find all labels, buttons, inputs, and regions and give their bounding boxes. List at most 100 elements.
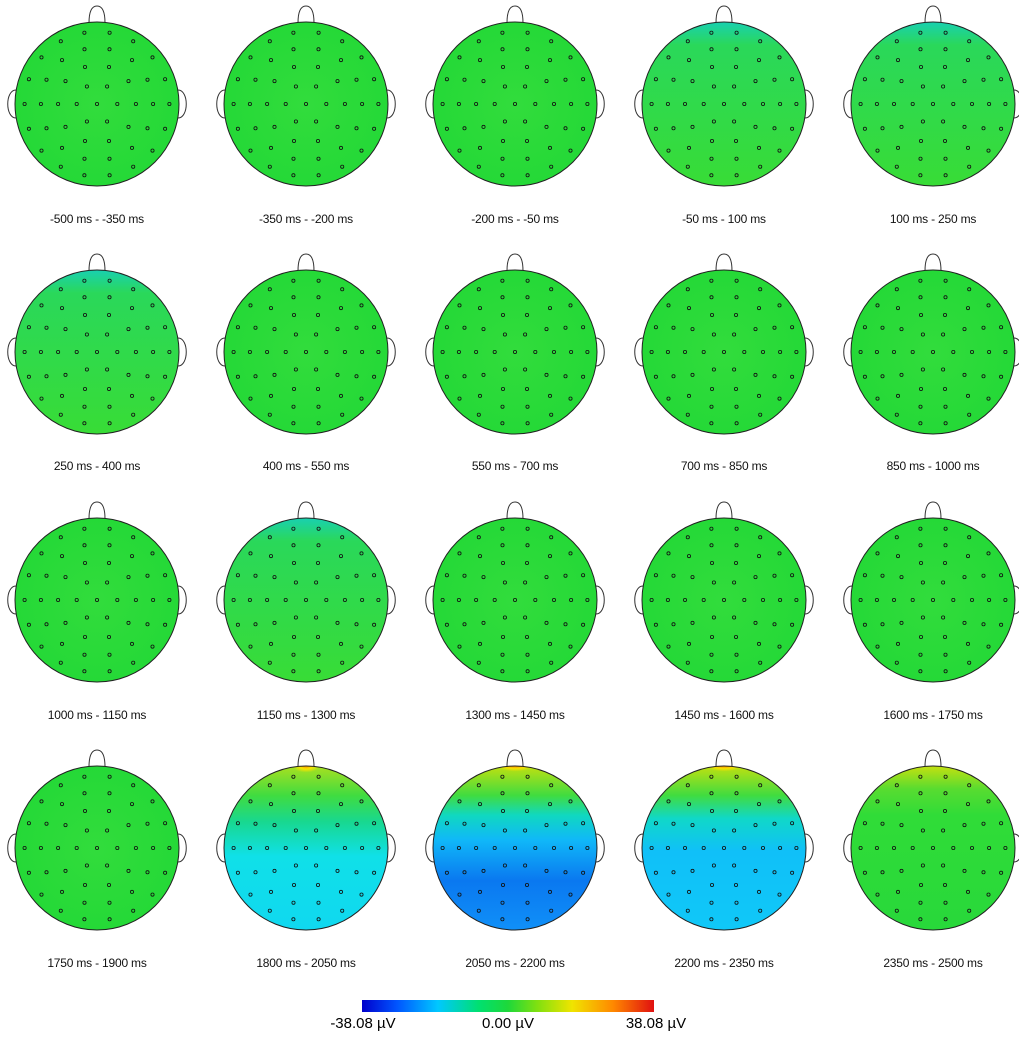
- electrode-marker: [293, 863, 298, 868]
- nose-outline: [506, 5, 524, 24]
- electrode-marker: [875, 892, 880, 897]
- electrode-marker: [711, 119, 716, 124]
- electrode-marker: [115, 598, 120, 603]
- left-ear-outline: [634, 337, 644, 367]
- electrode-marker: [342, 102, 347, 107]
- electrode-marker: [734, 47, 739, 52]
- electrode-marker: [39, 55, 44, 60]
- electrode-marker: [753, 823, 758, 828]
- electrode-marker: [548, 306, 553, 311]
- electrode-marker: [794, 846, 799, 851]
- electrode-marker: [919, 138, 924, 143]
- electrode-marker: [107, 883, 112, 888]
- electrode-marker: [894, 535, 899, 540]
- electrode-marker: [131, 39, 136, 44]
- electrode-marker: [967, 287, 972, 292]
- electrode-marker: [919, 312, 924, 317]
- electrode-marker: [500, 900, 505, 905]
- left-ear-outline: [634, 585, 644, 615]
- positive-hotspot: [276, 766, 336, 792]
- electrode-marker: [943, 561, 948, 566]
- electrode-marker: [324, 846, 329, 851]
- electrode-marker: [293, 119, 298, 124]
- electrode-marker: [376, 349, 381, 354]
- electrode-marker: [523, 863, 528, 868]
- electrode-marker: [875, 551, 880, 556]
- electrode-marker: [910, 598, 915, 603]
- electrode-marker: [253, 573, 258, 578]
- electrode-marker: [862, 77, 867, 82]
- electrode-marker: [457, 644, 462, 649]
- electrode-marker: [568, 892, 573, 897]
- electrode-marker: [324, 349, 329, 354]
- electrode-marker: [151, 846, 156, 851]
- electrode-marker: [115, 349, 120, 354]
- left-ear-outline: [7, 585, 17, 615]
- electrode-marker: [129, 393, 134, 398]
- electrode-marker: [734, 138, 739, 143]
- electrode-marker: [943, 312, 948, 317]
- time-window-label: 1750 ms - 1900 ms: [47, 956, 147, 970]
- time-window-label: 100 ms - 250 ms: [889, 212, 977, 226]
- electrode-marker: [918, 917, 923, 922]
- electrode-marker: [732, 615, 737, 620]
- electrode-marker: [474, 846, 479, 851]
- electrode-marker: [653, 622, 658, 627]
- electrode-marker: [231, 598, 236, 603]
- electrode-marker: [235, 573, 240, 578]
- electrode-marker: [943, 47, 948, 52]
- electrode-marker: [372, 77, 377, 82]
- electrode-marker: [970, 349, 975, 354]
- electrode-marker: [966, 641, 971, 646]
- electrode-marker: [552, 598, 557, 603]
- electrode-marker: [943, 883, 948, 888]
- electrode-marker: [894, 783, 899, 788]
- left-ear-outline: [634, 89, 644, 119]
- electrode-marker: [360, 846, 365, 851]
- electrode-marker: [919, 809, 924, 814]
- electrode-marker: [338, 641, 343, 646]
- electrode-marker: [732, 863, 737, 868]
- electrode-marker: [235, 821, 240, 826]
- time-window-label: 1300 ms - 1450 ms: [465, 708, 565, 722]
- electrode-marker: [359, 644, 364, 649]
- electrode-marker: [150, 303, 155, 308]
- electrode-marker: [107, 65, 112, 70]
- electrode-marker: [129, 58, 134, 63]
- electrode-marker: [477, 393, 482, 398]
- electrode-marker: [60, 802, 65, 807]
- electrode-marker: [943, 900, 948, 905]
- electrode-marker: [910, 102, 915, 107]
- electrode-marker: [525, 543, 530, 548]
- electrode-marker: [999, 573, 1004, 578]
- electrode-marker: [875, 396, 880, 401]
- electrode-marker: [757, 306, 762, 311]
- electrode-marker: [151, 349, 156, 354]
- right-ear-outline: [804, 585, 814, 615]
- electrode-marker: [548, 145, 553, 150]
- electrode-marker: [581, 573, 586, 578]
- electrode-marker: [962, 868, 967, 873]
- electrode-marker: [500, 65, 505, 70]
- time-window-label: 850 ms - 1000 ms: [886, 459, 980, 473]
- electrode-marker: [316, 278, 321, 283]
- electrode-marker: [105, 332, 110, 337]
- electrode-marker: [918, 30, 923, 35]
- electrode-marker: [875, 644, 880, 649]
- electrode-marker: [761, 102, 766, 107]
- electrode-marker: [56, 846, 61, 851]
- nose-outline: [924, 749, 942, 768]
- electrode-marker: [360, 598, 365, 603]
- time-window-label: 1150 ms - 1300 ms: [256, 708, 356, 722]
- scalp-map: [642, 22, 806, 186]
- electrode-marker: [709, 47, 714, 52]
- scalp-map: [851, 270, 1015, 434]
- electrode-marker: [500, 543, 505, 548]
- electrode-marker: [919, 386, 924, 391]
- electrode-marker: [291, 561, 296, 566]
- colorbar-min-label: -38.08 µV: [330, 1015, 396, 1032]
- electrode-marker: [477, 554, 482, 559]
- nose-outline: [297, 749, 315, 768]
- electrode-marker: [477, 306, 482, 311]
- electrode-marker: [26, 325, 31, 330]
